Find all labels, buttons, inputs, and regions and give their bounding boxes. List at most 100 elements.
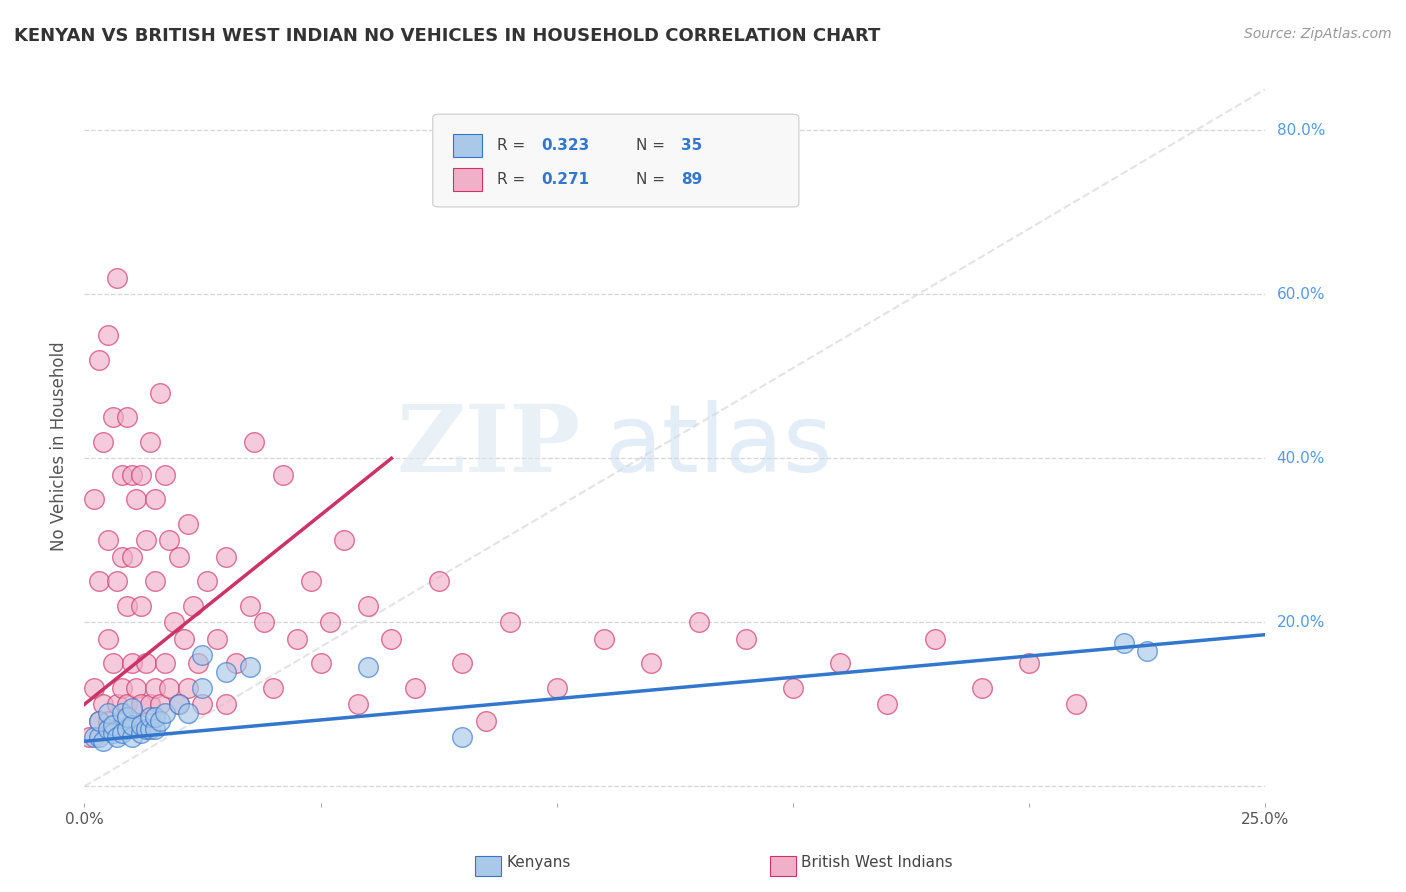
Point [107, 574, 129, 589]
Point [97, 706, 120, 720]
Point [135, 722, 157, 736]
Point [149, 385, 172, 400]
Point [129, 698, 152, 712]
Point [101, 726, 124, 740]
Point [143, 722, 166, 736]
Point [309, 657, 332, 671]
Text: 60.0%: 60.0% [1277, 286, 1324, 301]
Point [129, 599, 152, 613]
Text: 40.0%: 40.0% [1277, 450, 1324, 466]
Point [111, 549, 134, 564]
Point [1018, 657, 1040, 671]
Point [205, 632, 228, 646]
Point [153, 467, 176, 482]
Point [143, 492, 166, 507]
Point [191, 698, 214, 712]
Point [215, 549, 238, 564]
Point [347, 698, 370, 712]
Point [143, 574, 166, 589]
Point [77, 730, 100, 744]
Point [91, 698, 114, 712]
Point [129, 726, 152, 740]
Point [215, 698, 238, 712]
Point [97, 632, 120, 646]
Point [451, 657, 474, 671]
Point [115, 410, 138, 425]
Y-axis label: No Vehicles in Household: No Vehicles in Household [51, 341, 69, 551]
Point [876, 698, 898, 712]
Point [149, 698, 172, 712]
Point [139, 698, 162, 712]
Point [97, 722, 120, 736]
Text: British West Indians: British West Indians [801, 855, 953, 870]
Point [782, 681, 804, 695]
Text: ZIP: ZIP [396, 401, 581, 491]
Point [970, 681, 993, 695]
Point [97, 714, 120, 728]
Point [111, 467, 134, 482]
Point [111, 681, 134, 695]
Point [299, 574, 322, 589]
Point [640, 657, 662, 671]
Point [115, 709, 138, 723]
Point [262, 681, 284, 695]
Point [177, 681, 200, 695]
Point [143, 681, 166, 695]
Point [285, 632, 308, 646]
Point [107, 270, 129, 285]
Point [121, 549, 143, 564]
Point [125, 681, 148, 695]
Point [404, 681, 426, 695]
Point [139, 709, 162, 723]
Point [97, 533, 120, 548]
Point [87, 714, 110, 728]
Point [243, 434, 266, 449]
Text: N =: N = [636, 172, 669, 187]
Point [111, 726, 134, 740]
FancyBboxPatch shape [453, 134, 482, 157]
Point [135, 533, 157, 548]
Text: 0.271: 0.271 [541, 172, 589, 187]
Point [475, 714, 498, 728]
Point [187, 657, 209, 671]
Point [357, 660, 380, 674]
Point [830, 657, 852, 671]
Point [115, 599, 138, 613]
Point [191, 681, 214, 695]
Text: atlas: atlas [605, 400, 832, 492]
Point [239, 599, 262, 613]
Point [924, 632, 946, 646]
Point [215, 665, 238, 679]
Point [593, 632, 616, 646]
Point [107, 698, 129, 712]
Point [139, 722, 162, 736]
Point [91, 434, 114, 449]
Point [225, 657, 247, 671]
Point [688, 615, 710, 630]
Point [357, 599, 380, 613]
Point [734, 632, 756, 646]
Point [149, 714, 172, 728]
Text: 0.323: 0.323 [541, 137, 589, 153]
Text: 80.0%: 80.0% [1277, 123, 1324, 137]
Point [101, 657, 124, 671]
Text: Source: ZipAtlas.com: Source: ZipAtlas.com [1244, 27, 1392, 41]
Point [121, 467, 143, 482]
Point [173, 632, 195, 646]
Point [195, 574, 218, 589]
Point [167, 698, 190, 712]
Point [153, 706, 176, 720]
Point [157, 533, 180, 548]
Point [157, 681, 180, 695]
Text: Kenyans: Kenyans [506, 855, 571, 870]
FancyBboxPatch shape [453, 168, 482, 191]
Point [129, 718, 152, 732]
Point [1066, 698, 1088, 712]
Point [107, 730, 129, 744]
Point [167, 549, 190, 564]
Point [115, 698, 138, 712]
Point [87, 574, 110, 589]
Point [83, 492, 105, 507]
Point [87, 352, 110, 367]
Point [121, 701, 143, 715]
